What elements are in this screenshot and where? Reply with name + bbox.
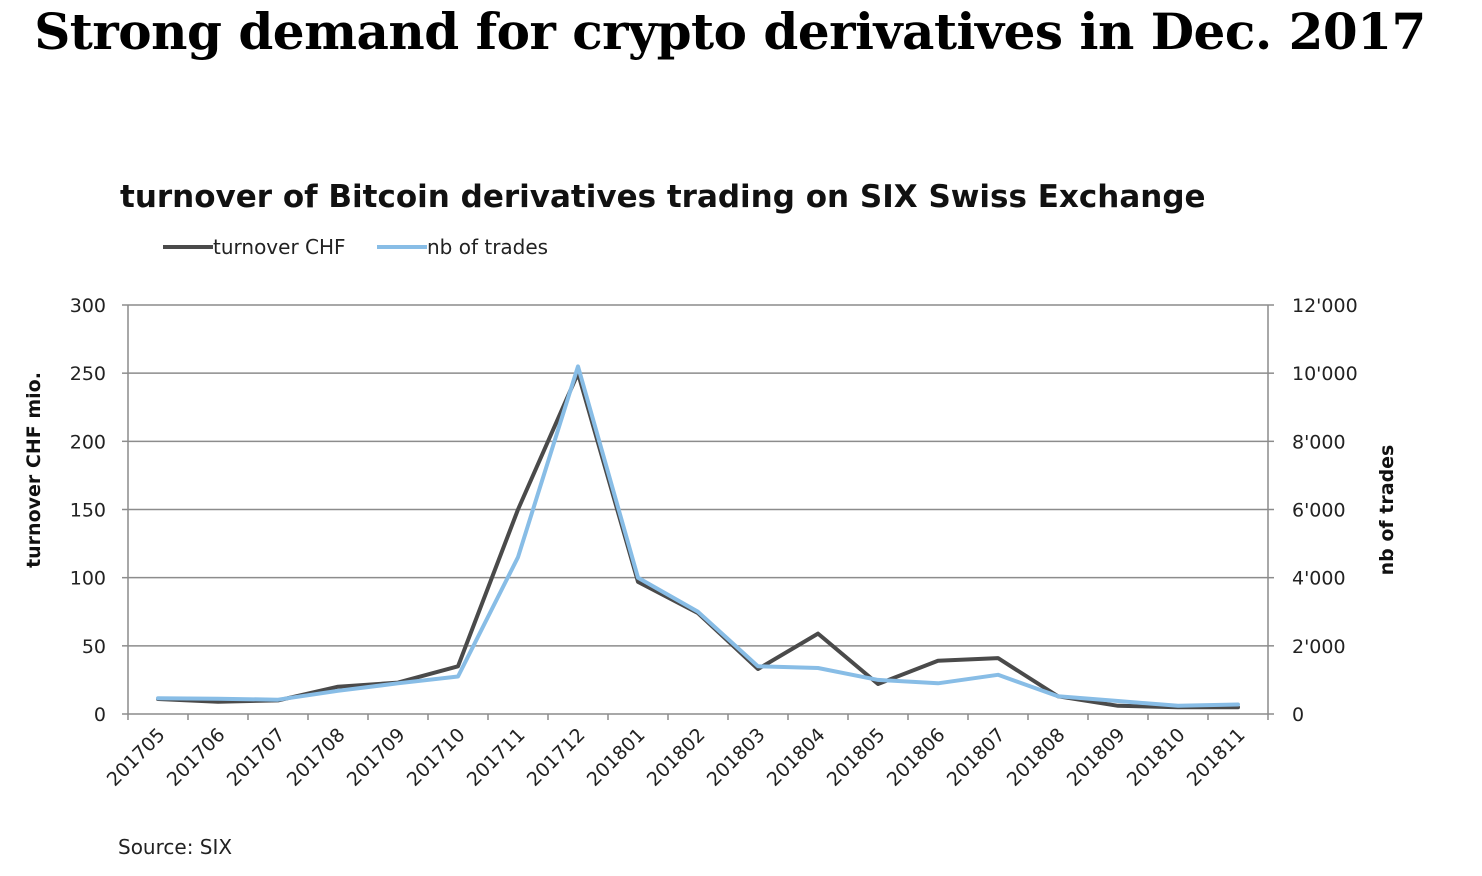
left-tick-label: 0 [94, 704, 106, 726]
right-tick-label: 2'000 [1292, 636, 1346, 658]
x-tick-label: 201710 [403, 724, 470, 791]
right-axis-ticks: 0 2'000 4'000 6'000 8'000 10'000 12'000 [1268, 295, 1358, 726]
turnover-line [156, 371, 1240, 710]
x-tick-label: 201809 [1063, 724, 1130, 791]
left-axis-label: turnover CHF mio. [23, 372, 45, 568]
x-tick-label: 201806 [883, 724, 950, 791]
x-tick-label: 201808 [1003, 724, 1070, 791]
x-tick-label: 201805 [823, 724, 890, 791]
x-axis-ticks: 2017052017062017072017082017092017102017… [103, 714, 1269, 791]
x-tick-label: 201707 [223, 724, 290, 791]
x-tick-label: 201804 [763, 724, 830, 791]
right-tick-label: 10'000 [1292, 363, 1358, 385]
page-title: Strong demand for crypto derivatives in … [34, 2, 1426, 61]
right-tick-label: 6'000 [1292, 500, 1346, 522]
series-lines [156, 364, 1240, 710]
chart-title: turnover of Bitcoin derivatives trading … [120, 179, 1206, 215]
trades-line [156, 364, 1240, 708]
x-tick-label: 201711 [463, 724, 530, 791]
left-tick-label: 300 [70, 295, 106, 317]
x-tick-label: 201802 [643, 724, 710, 791]
x-tick-label: 201712 [523, 724, 590, 791]
x-tick-label: 201807 [943, 724, 1010, 791]
legend-label-turnover: turnover CHF [213, 235, 346, 259]
legend-label-trades: nb of trades [427, 235, 548, 259]
left-tick-label: 50 [82, 636, 106, 658]
left-tick-label: 250 [70, 363, 106, 385]
right-tick-label: 8'000 [1292, 431, 1346, 453]
x-tick-label: 201801 [583, 724, 650, 791]
right-axis-label: nb of trades [1376, 445, 1398, 576]
source-note: Source: SIX [118, 835, 232, 859]
gridlines [128, 304, 1268, 647]
x-tick-label: 201810 [1123, 724, 1190, 791]
right-tick-label: 12'000 [1292, 295, 1358, 317]
x-tick-label: 201706 [163, 724, 230, 791]
right-tick-label: 0 [1292, 704, 1304, 726]
x-tick-label: 201708 [283, 724, 350, 791]
left-axis-ticks: 0 50 100 150 200 250 300 [70, 295, 128, 726]
left-tick-label: 150 [70, 500, 106, 522]
x-tick-label: 201705 [103, 724, 170, 791]
right-tick-label: 4'000 [1292, 568, 1346, 590]
x-tick-label: 201811 [1183, 724, 1250, 791]
x-tick-label: 201709 [343, 724, 410, 791]
left-tick-label: 100 [70, 568, 106, 590]
left-tick-label: 200 [70, 431, 106, 453]
legend: turnover CHF nb of trades [163, 235, 548, 259]
x-tick-label: 201803 [703, 724, 770, 791]
